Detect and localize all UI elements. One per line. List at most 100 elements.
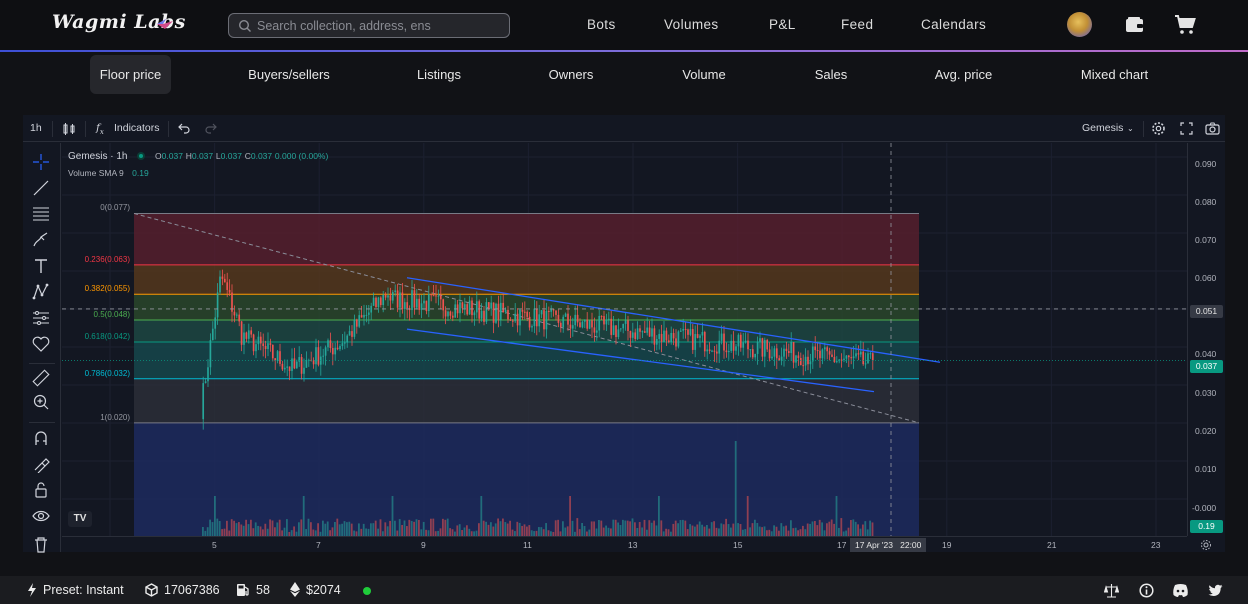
volume-bar — [715, 527, 718, 536]
camera-icon[interactable] — [1205, 122, 1220, 135]
fib-extension-zone — [134, 422, 919, 536]
time-axis[interactable]: 5 7 9 11 13 15 17 17 Apr '23 22:00 19 21… — [62, 536, 1211, 552]
discord-icon[interactable] — [1172, 583, 1189, 598]
candle-body — [610, 318, 613, 335]
volume-bar — [324, 523, 327, 536]
lock-icon[interactable] — [32, 481, 50, 499]
crosshair-time-tag: 17 Apr '23 22:00 — [850, 538, 927, 552]
trash-icon[interactable] — [32, 535, 50, 553]
brush-icon[interactable] — [32, 231, 50, 249]
logo[interactable]: Wagmi Labs — [52, 11, 186, 33]
volume-bar — [816, 525, 819, 536]
candle-body — [403, 302, 406, 310]
volume-bar — [307, 518, 310, 536]
candle-body — [687, 329, 689, 335]
volume-bar — [763, 526, 766, 536]
tab-buyers-sellers[interactable]: Buyers/sellers — [248, 67, 330, 82]
eye-icon[interactable] — [32, 507, 50, 525]
volume-bar — [814, 521, 816, 536]
volume-bar — [809, 523, 811, 536]
candle-body — [327, 340, 329, 348]
candle-body — [660, 333, 663, 342]
twitter-icon[interactable] — [1208, 583, 1223, 598]
volume-bar — [346, 522, 348, 536]
price-axis[interactable]: 0.090 0.080 0.070 0.060 0.051 0.040 0.03… — [1187, 143, 1225, 536]
volume-bar — [245, 519, 247, 536]
candle-body — [701, 331, 704, 336]
text-tool-icon[interactable] — [32, 257, 50, 275]
tab-sales[interactable]: Sales — [814, 67, 848, 82]
candle-body — [523, 311, 526, 313]
candle-body — [255, 344, 257, 352]
interval-button[interactable]: 1h — [30, 122, 42, 134]
volume-bar — [528, 525, 531, 536]
crosshair-date: 17 Apr '23 — [855, 540, 894, 550]
nav-bots[interactable]: Bots — [587, 17, 616, 32]
candle-body — [823, 347, 826, 350]
nav-pnl[interactable]: P&L — [769, 17, 796, 32]
tradingview-logo-icon[interactable]: TV — [68, 511, 92, 527]
volume-bar — [722, 524, 725, 536]
candle-body — [495, 303, 497, 323]
redo-icon[interactable] — [205, 123, 217, 134]
nav-volumes[interactable]: Volumes — [664, 17, 719, 32]
volume-bar — [206, 527, 209, 536]
candle-body — [612, 325, 615, 335]
price-chart-plot[interactable] — [62, 143, 1187, 536]
fib-zone — [134, 264, 919, 295]
candle-body — [211, 328, 214, 341]
info-icon[interactable] — [1139, 583, 1154, 598]
pattern-icon[interactable] — [32, 283, 50, 301]
heart-icon[interactable] — [32, 335, 50, 353]
candle-body — [677, 331, 680, 347]
candles-icon[interactable] — [62, 122, 76, 136]
axis-settings-icon[interactable] — [1200, 539, 1212, 551]
cart-icon[interactable] — [1174, 14, 1196, 35]
tab-floor-price[interactable]: Floor price — [90, 55, 171, 94]
candle-body — [420, 303, 423, 310]
nav-calendars[interactable]: Calendars — [921, 17, 987, 32]
search-bar[interactable] — [228, 13, 510, 38]
crosshair-icon[interactable] — [32, 153, 50, 171]
tab-listings[interactable]: Listings — [416, 67, 462, 82]
indicators-button[interactable]: Indicators — [114, 122, 160, 134]
volume-bar — [259, 526, 262, 536]
tab-mixed-chart[interactable]: Mixed chart — [1080, 67, 1149, 82]
fullscreen-icon[interactable] — [1180, 122, 1193, 135]
symbol-select[interactable]: Gemesis — [1082, 122, 1124, 134]
tab-volume[interactable]: Volume — [682, 67, 726, 82]
undo-icon[interactable] — [178, 123, 190, 134]
trend-line-icon[interactable] — [32, 179, 50, 197]
ruler-icon[interactable] — [32, 369, 50, 387]
scale-icon[interactable] — [1104, 583, 1119, 598]
volume-bar — [360, 528, 363, 536]
prediction-icon[interactable] — [32, 309, 50, 327]
volume-bar — [787, 530, 790, 536]
settings-gear-icon[interactable] — [1151, 121, 1166, 136]
candle-body — [595, 330, 598, 333]
avatar[interactable] — [1067, 12, 1092, 37]
nav-feed[interactable]: Feed — [841, 17, 874, 32]
search-input[interactable] — [257, 16, 505, 35]
candle-body — [761, 338, 764, 357]
candle-body — [214, 317, 217, 329]
zoom-in-icon[interactable] — [32, 393, 50, 411]
volume-bar — [274, 527, 276, 536]
tab-avg-price[interactable]: Avg. price — [934, 67, 993, 82]
wallet-icon[interactable] — [1125, 16, 1144, 33]
preset-label[interactable]: Preset: Instant — [43, 583, 124, 597]
candle-body — [646, 327, 649, 333]
candle-body — [507, 309, 509, 320]
candle-body — [864, 363, 867, 365]
candle-body — [372, 297, 375, 306]
volume-bar — [254, 522, 257, 536]
candle-body — [497, 303, 500, 320]
volume-bar — [773, 525, 775, 536]
volume-bar — [350, 523, 353, 536]
tab-owners[interactable]: Owners — [548, 67, 594, 82]
fib-retracement-icon[interactable] — [32, 205, 50, 223]
candle-body — [317, 347, 320, 365]
candle-body — [694, 334, 697, 350]
magnet-icon[interactable] — [32, 429, 50, 447]
lock-drawing-icon[interactable] — [32, 455, 50, 473]
